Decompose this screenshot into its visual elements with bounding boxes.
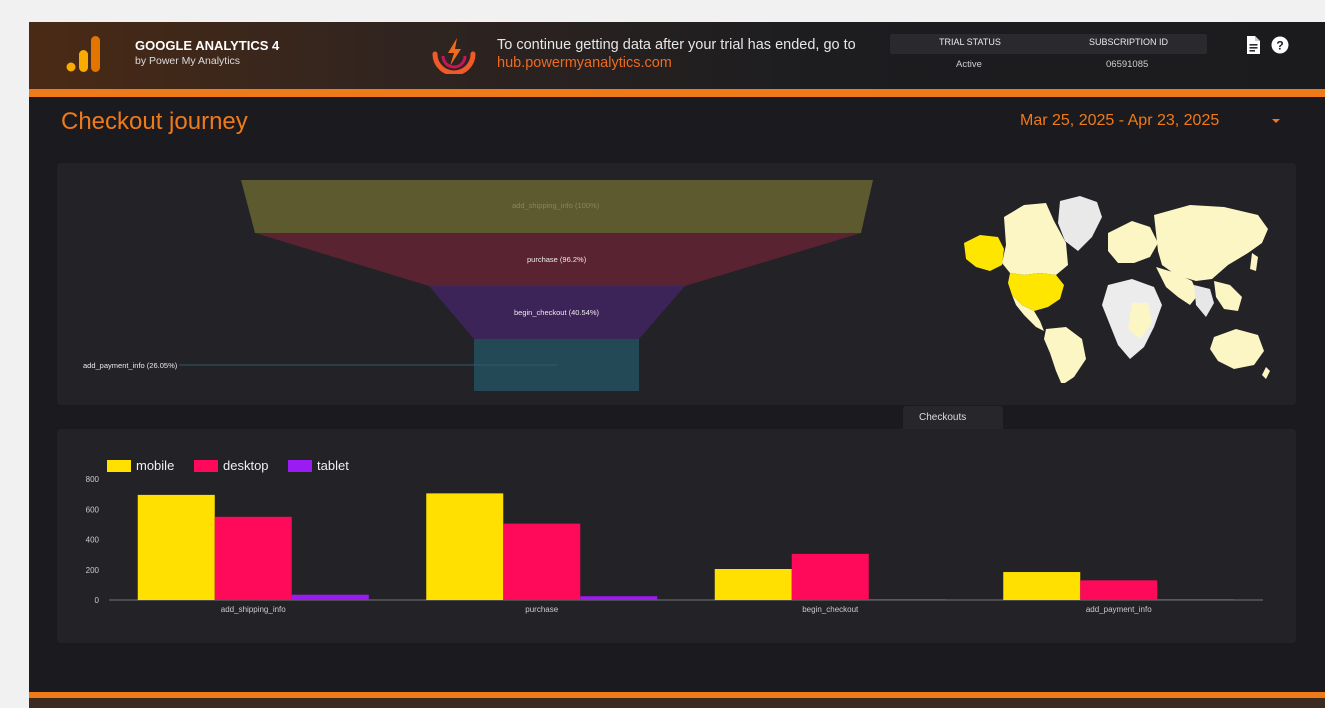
bar-desktop[interactable] [503,523,581,600]
dashboard-frame: GOOGLE ANALYTICS 4 by Power My Analytics… [29,22,1325,708]
y-tick-label: 800 [86,475,100,484]
funnel-step-add-shipping-info[interactable] [241,180,873,233]
date-range-selector[interactable]: Mar 25, 2025 - Apr 23, 2025 [1020,112,1220,129]
legend-swatch-tablet [288,460,312,472]
subscription-id-label: SUBSCRIPTION ID [1089,37,1169,47]
bar-tablet[interactable] [1157,599,1235,600]
funnel-label-begin-checkout: begin_checkout (40.54%) [514,308,600,317]
power-plug-icon [432,38,476,74]
bar-chart: 0 200 400 600 800 add_shipping_info purchase be… [86,475,1263,614]
bar-mobile[interactable] [1003,572,1081,600]
bar-mobile[interactable] [714,568,792,600]
document-icon[interactable] [1245,36,1261,54]
y-tick-label: 0 [95,596,100,605]
page-title: Checkout journey [61,108,248,135]
trial-status-value: Active [956,59,982,70]
trial-link[interactable]: hub.powermyanalytics.com [497,55,672,71]
bar-tablet[interactable] [868,599,946,600]
funnel-panel: add_shipping_info (100%) purchase (96.2%… [57,163,1296,405]
y-tick-label: 200 [86,566,100,575]
map-land [964,196,1270,383]
y-tick-label: 400 [86,536,100,545]
funnel-label-add-payment-info: add_payment_info (26.05%) [83,361,178,370]
help-icon[interactable]: ? [1271,36,1289,54]
bar-mobile[interactable] [426,493,504,600]
legend-swatch-desktop [194,460,218,472]
subscription-id-value: 06591085 [1106,59,1149,70]
world-map[interactable] [962,193,1272,383]
funnel-step-begin-checkout[interactable] [429,286,685,339]
chevron-down-icon[interactable] [1271,118,1281,124]
trial-message: To continue getting data after your tria… [497,37,856,53]
y-tick-label: 600 [86,505,100,514]
x-tick-label: add_payment_info [1086,605,1152,614]
x-tick-label: add_shipping_info [221,605,286,614]
funnel-label-add-shipping-info: add_shipping_info (100%) [512,201,600,210]
x-tick-label: begin_checkout [802,605,859,614]
legend-label-desktop: desktop [223,458,269,473]
funnel-step-purchase[interactable] [255,233,861,286]
bar-tablet[interactable] [580,596,658,600]
bar-desktop[interactable] [214,516,292,600]
app-title: GOOGLE ANALYTICS 4 [135,38,280,53]
x-tick-label: purchase [525,605,558,614]
bar-desktop[interactable] [1080,580,1158,600]
status-header-box [890,34,1207,54]
bar-chart-logo-icon [66,36,100,72]
app-subtitle: by Power My Analytics [135,55,241,67]
bar-mobile[interactable] [137,494,215,600]
kpi-label: Checkouts [919,412,967,423]
legend-label-mobile: mobile [136,458,175,473]
legend-swatch-mobile [107,460,131,472]
header-accent-stripe [29,89,1325,97]
footer-bar [29,698,1325,708]
footer-accent-stripe [29,692,1325,698]
funnel-chart [179,180,873,391]
legend-label-tablet: tablet [317,458,349,473]
funnel-label-purchase: purchase (96.2%) [527,255,587,264]
svg-text:?: ? [1276,39,1283,53]
header-bar: GOOGLE ANALYTICS 4 by Power My Analytics… [29,22,1325,89]
bar-desktop[interactable] [791,553,869,600]
bar-tablet[interactable] [291,594,369,600]
trial-status-label: TRIAL STATUS [939,37,1001,47]
